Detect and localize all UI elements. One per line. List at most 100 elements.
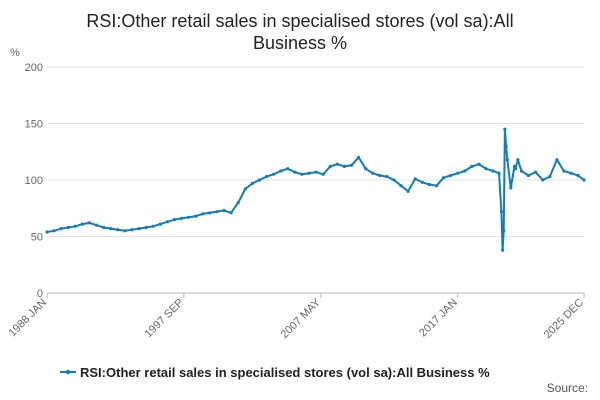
data-point [321, 172, 325, 176]
data-point [102, 225, 106, 230]
data-point [427, 182, 431, 187]
data-point [357, 155, 361, 159]
data-point [172, 218, 177, 222]
data-point [73, 224, 77, 228]
data-point [194, 214, 198, 218]
data-point [505, 158, 509, 162]
data-point [215, 210, 219, 214]
data-point [576, 173, 580, 178]
data-point [293, 170, 297, 174]
data-point [406, 189, 410, 193]
grid-layer [47, 66, 584, 237]
data-point [562, 169, 566, 173]
x-tick-label: 1997 SEP [143, 297, 187, 341]
data-point [477, 162, 481, 166]
data-point [243, 187, 247, 191]
data-point [456, 171, 460, 175]
x-tick-label: 2017 JAN [417, 297, 460, 340]
data-point [179, 216, 184, 220]
data-point [513, 167, 518, 171]
data-point [165, 220, 169, 224]
axis-layer: 0 50 100 150 200% 1988 JAN 1997 SEP 2007 MAY 201… [6, 47, 586, 341]
data-point [286, 167, 290, 171]
y-axis-label: % [10, 47, 20, 59]
data-point [534, 170, 538, 174]
data-point [491, 169, 495, 173]
data-point [257, 178, 261, 182]
data-point [342, 164, 346, 168]
data-point [335, 162, 339, 166]
data-point [279, 169, 283, 173]
data-point [470, 164, 474, 168]
data-point [45, 230, 49, 234]
chart-title-line-1: RSI:Other retail sales in specialised st… [86, 11, 514, 31]
data-point [555, 158, 559, 162]
data-point [236, 201, 240, 205]
data-point [364, 167, 368, 171]
data-point [413, 177, 417, 181]
series-layer [45, 127, 586, 252]
data-point [420, 180, 424, 184]
data-point [484, 167, 488, 171]
data-point [463, 169, 467, 173]
data-point [501, 248, 505, 252]
data-point [130, 228, 134, 232]
data-point [328, 164, 332, 168]
data-point [151, 224, 155, 228]
data-point [116, 228, 120, 232]
data-point [95, 223, 99, 227]
data-point [582, 178, 586, 182]
data-point [201, 212, 205, 216]
data-point [66, 225, 70, 230]
data-point [264, 175, 269, 179]
y-tick-label: 0 [37, 288, 43, 300]
data-point [87, 221, 92, 225]
data-point [222, 208, 226, 213]
y-tick-label: 50 [31, 232, 43, 244]
data-point [449, 173, 453, 178]
data-point [497, 171, 501, 175]
data-point [307, 171, 311, 175]
source-label: Source: [546, 381, 588, 395]
data-point [349, 163, 354, 167]
data-point [371, 171, 375, 175]
x-tick-label: 2007 MAY [279, 296, 324, 341]
data-point [52, 229, 56, 233]
legend-swatch-marker [65, 369, 71, 375]
data-point [392, 178, 396, 182]
data-point [434, 184, 439, 188]
data-point [526, 173, 531, 178]
data-point [158, 222, 162, 226]
data-point [442, 176, 446, 180]
data-point [80, 222, 84, 226]
data-point [504, 144, 508, 148]
y-tick-label: 200 [25, 62, 43, 74]
data-point [314, 170, 318, 174]
y-tick-label: 100 [25, 175, 43, 187]
data-point [109, 227, 113, 231]
x-tick-label: 1988 JAN [6, 297, 49, 340]
x-tick-label: 2025 DEC [542, 297, 586, 341]
data-point [399, 184, 403, 188]
data-point [503, 127, 507, 131]
data-point [250, 181, 254, 185]
data-point [548, 175, 552, 179]
data-point [187, 215, 191, 219]
data-point [509, 186, 513, 190]
data-point [229, 211, 233, 215]
legend-entry-label: RSI:Other retail sales in specialised st… [80, 365, 490, 380]
data-point [499, 210, 503, 214]
data-point [519, 169, 524, 173]
data-point [569, 171, 573, 175]
data-point [208, 211, 212, 215]
chart-title-line-2: Business % [252, 33, 348, 53]
data-point [137, 227, 141, 231]
data-point [385, 175, 389, 179]
legend: RSI:Other retail sales in specialised st… [60, 365, 490, 380]
data-point [502, 229, 506, 233]
data-point [272, 172, 276, 176]
y-tick-label: 150 [25, 119, 43, 131]
data-point [59, 227, 63, 231]
